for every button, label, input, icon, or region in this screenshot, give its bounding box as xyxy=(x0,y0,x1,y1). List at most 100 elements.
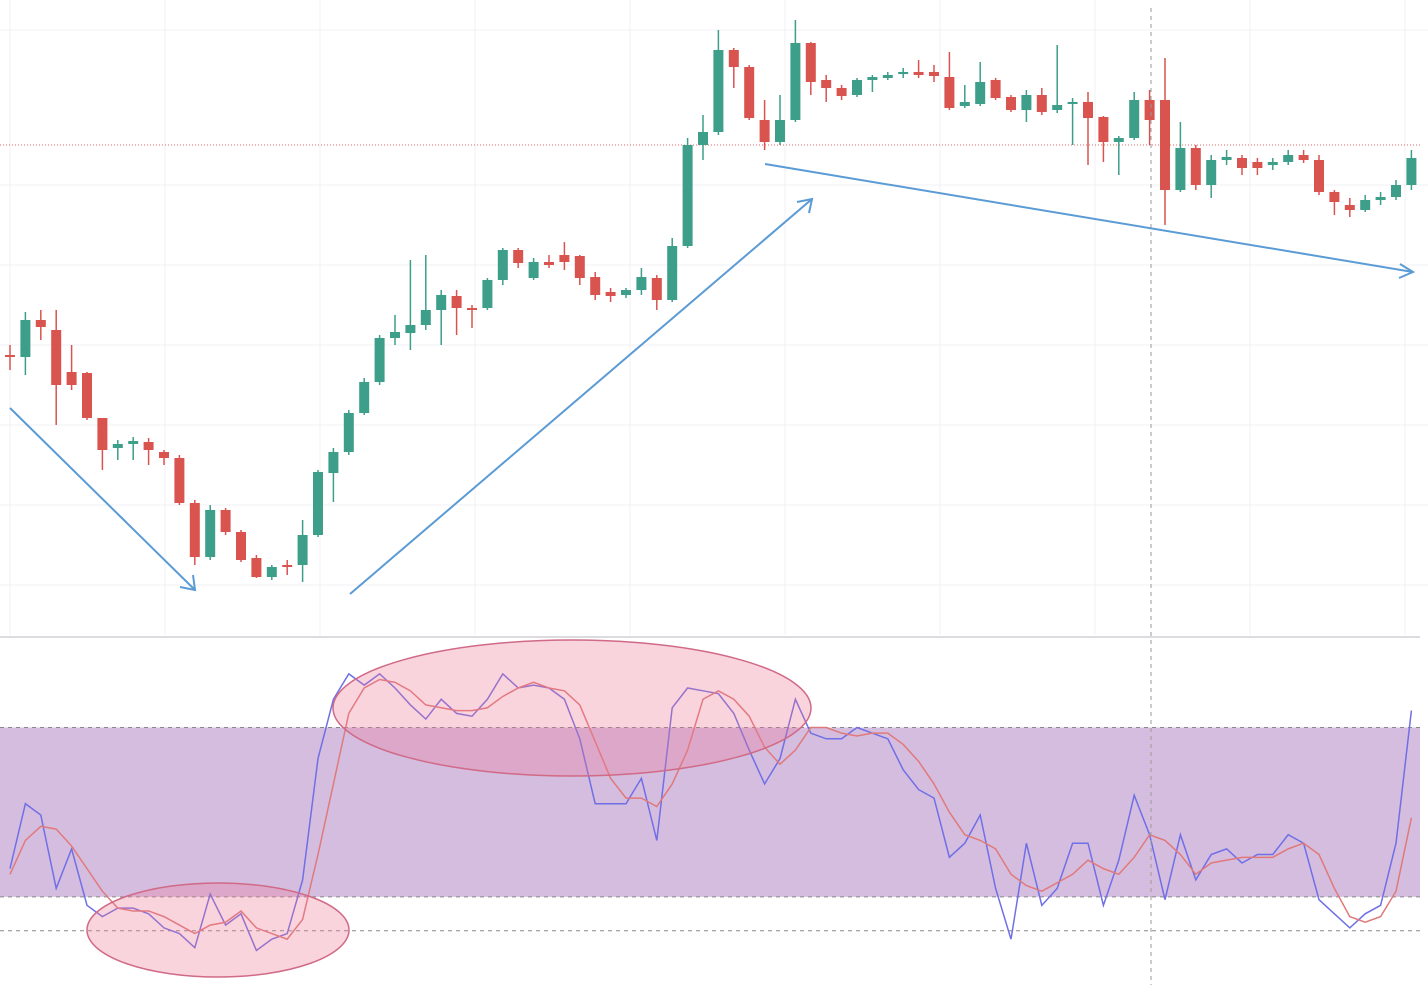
candle-body xyxy=(836,88,847,96)
candle-body xyxy=(1129,100,1140,138)
candle-body xyxy=(1267,162,1278,165)
candle-body xyxy=(374,338,385,382)
grid xyxy=(0,0,1428,635)
candle-body xyxy=(66,372,77,385)
candle-body xyxy=(1329,192,1340,202)
candle-body xyxy=(867,77,878,80)
candle-body xyxy=(698,132,708,145)
candle-body xyxy=(20,320,31,357)
candle-body xyxy=(1237,158,1247,168)
candle-body xyxy=(1344,205,1355,210)
candle-body xyxy=(236,532,246,560)
candle-body xyxy=(605,292,616,296)
arrow-head xyxy=(796,197,814,214)
candle-body xyxy=(651,278,662,300)
trend-arrow xyxy=(9,407,196,591)
candle-body xyxy=(451,296,462,308)
annotations xyxy=(9,163,1416,595)
candle-body xyxy=(159,452,169,458)
candle-body xyxy=(35,320,46,327)
trend-arrow xyxy=(349,198,813,595)
highlights xyxy=(86,639,812,978)
arrow-head xyxy=(1398,263,1416,279)
candle-body xyxy=(1098,117,1109,142)
candle-body xyxy=(1360,200,1371,210)
band xyxy=(0,727,1420,897)
oscillator-panel xyxy=(0,672,1420,952)
candle-body xyxy=(1175,148,1186,190)
candle-body xyxy=(944,77,955,108)
candle-body xyxy=(251,558,262,577)
candle-body xyxy=(713,50,724,132)
candle-body xyxy=(97,418,108,450)
candle-body xyxy=(1160,100,1170,190)
candle-body xyxy=(913,72,924,75)
candle-body xyxy=(636,277,647,290)
candle-body xyxy=(328,452,339,473)
candle-body xyxy=(51,330,62,385)
candle-body xyxy=(929,72,939,76)
candle-body xyxy=(975,82,986,104)
trend-arrow xyxy=(764,163,1414,273)
candle-body xyxy=(497,250,508,280)
candle-body xyxy=(1052,105,1063,110)
candle-body xyxy=(528,262,539,278)
candle-body xyxy=(744,67,755,118)
candle-body xyxy=(1067,102,1078,104)
arrow-head xyxy=(179,574,197,592)
candle-body xyxy=(467,308,477,310)
candle-body xyxy=(420,310,431,325)
candle-body xyxy=(1190,148,1201,185)
candle-body xyxy=(759,120,770,142)
candle-body xyxy=(882,75,893,78)
candle-body xyxy=(990,80,1001,98)
candle-body xyxy=(1221,157,1232,160)
candle-body xyxy=(1298,155,1309,160)
candle-body xyxy=(1206,160,1217,185)
candle-body xyxy=(1036,95,1047,112)
candle-body xyxy=(574,256,585,278)
candle-body xyxy=(559,255,570,262)
candle-body xyxy=(189,503,200,557)
candle-body xyxy=(667,246,678,300)
candle-body xyxy=(1283,155,1294,162)
candle-body xyxy=(174,458,185,503)
candle-body xyxy=(852,80,862,95)
candle-body xyxy=(682,145,693,246)
overbought-ellipse xyxy=(332,639,812,777)
candle-body xyxy=(143,442,154,450)
oversold-ellipse xyxy=(86,882,350,978)
candle-body xyxy=(805,43,816,82)
candle-body xyxy=(436,295,447,310)
candle-body xyxy=(128,441,139,444)
candle-body xyxy=(621,290,631,295)
candle-body xyxy=(1391,185,1401,197)
candle-body xyxy=(513,250,524,263)
oscillator-line xyxy=(9,678,1413,941)
candle-body xyxy=(1406,158,1417,185)
candle-body xyxy=(821,80,832,88)
candle-body xyxy=(482,280,493,308)
candle-body xyxy=(297,535,308,565)
candle-body xyxy=(1314,160,1324,192)
candle-body xyxy=(544,262,554,265)
candle-body xyxy=(205,510,216,557)
candle-body xyxy=(343,413,354,452)
candle-body xyxy=(359,382,370,413)
candle-body xyxy=(313,472,323,535)
candle-body xyxy=(266,567,277,577)
candle-body xyxy=(898,72,909,74)
candle-body xyxy=(959,102,970,106)
candle-panel xyxy=(0,20,1420,582)
candle-body xyxy=(1252,162,1263,168)
candle-body xyxy=(1006,97,1016,110)
candle-body xyxy=(282,565,293,567)
candle-body xyxy=(1375,197,1386,200)
candle-body xyxy=(790,43,801,120)
candle-body xyxy=(590,277,601,295)
candle-body xyxy=(1083,102,1093,118)
oscillator-line xyxy=(9,672,1413,952)
candle-body xyxy=(82,373,92,418)
candle-body xyxy=(775,120,785,142)
candle-body xyxy=(1021,95,1032,110)
